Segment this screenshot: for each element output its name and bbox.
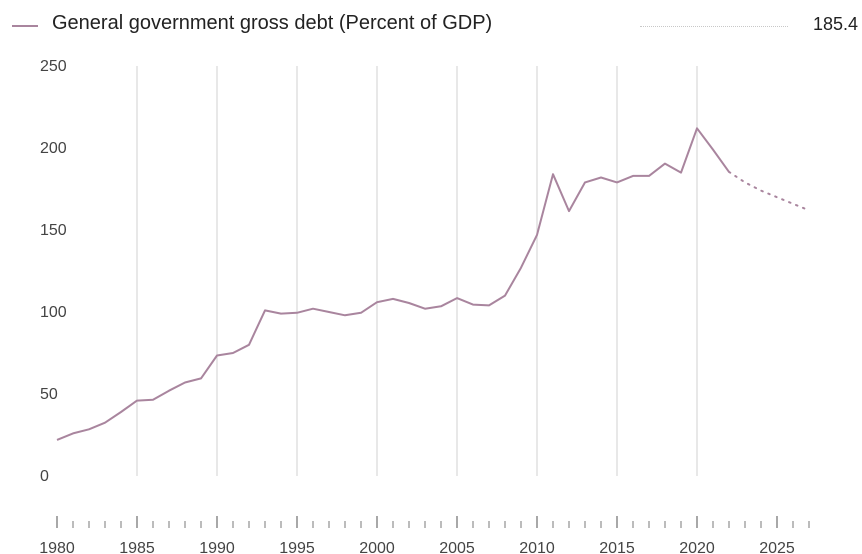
x-tick-label: 2010	[519, 540, 555, 554]
vertical-gridlines	[136, 66, 698, 476]
y-tick-label: 250	[40, 58, 67, 75]
x-axis-ticks	[56, 516, 810, 528]
series-line-forecast	[728, 170, 810, 212]
legend-latest-value: 185.4	[812, 14, 858, 34]
y-tick-label: 0	[40, 468, 49, 485]
x-tick-label: 1995	[279, 540, 315, 554]
x-tick-label: 1990	[199, 540, 235, 554]
y-tick-label: 150	[40, 222, 67, 239]
x-tick-label: 2020	[679, 540, 715, 554]
legend-series-label: General government gross debt (Percent o…	[52, 12, 493, 34]
legend-swatch	[12, 25, 38, 27]
y-tick-label: 100	[40, 304, 67, 321]
x-axis-labels: 1980 1985 1990 1995 2000 2005 2010 2015 2020 2025	[39, 540, 795, 554]
x-tick-label: 2000	[359, 540, 395, 554]
chart-legend: General government gross debt (Percent o…	[8, 10, 858, 40]
x-tick-label: 2015	[599, 540, 635, 554]
series-lines	[56, 127, 810, 441]
y-axis-labels: 0 50 100 150 200 250	[40, 58, 67, 485]
y-tick-label: 200	[40, 140, 67, 157]
series-line-actual	[56, 127, 730, 441]
y-tick-label: 50	[40, 386, 58, 403]
legend-leader-line	[640, 26, 788, 27]
x-tick-label: 1985	[119, 540, 155, 554]
x-tick-label: 2005	[439, 540, 475, 554]
x-tick-label: 1980	[39, 540, 75, 554]
x-tick-label: 2025	[759, 540, 795, 554]
